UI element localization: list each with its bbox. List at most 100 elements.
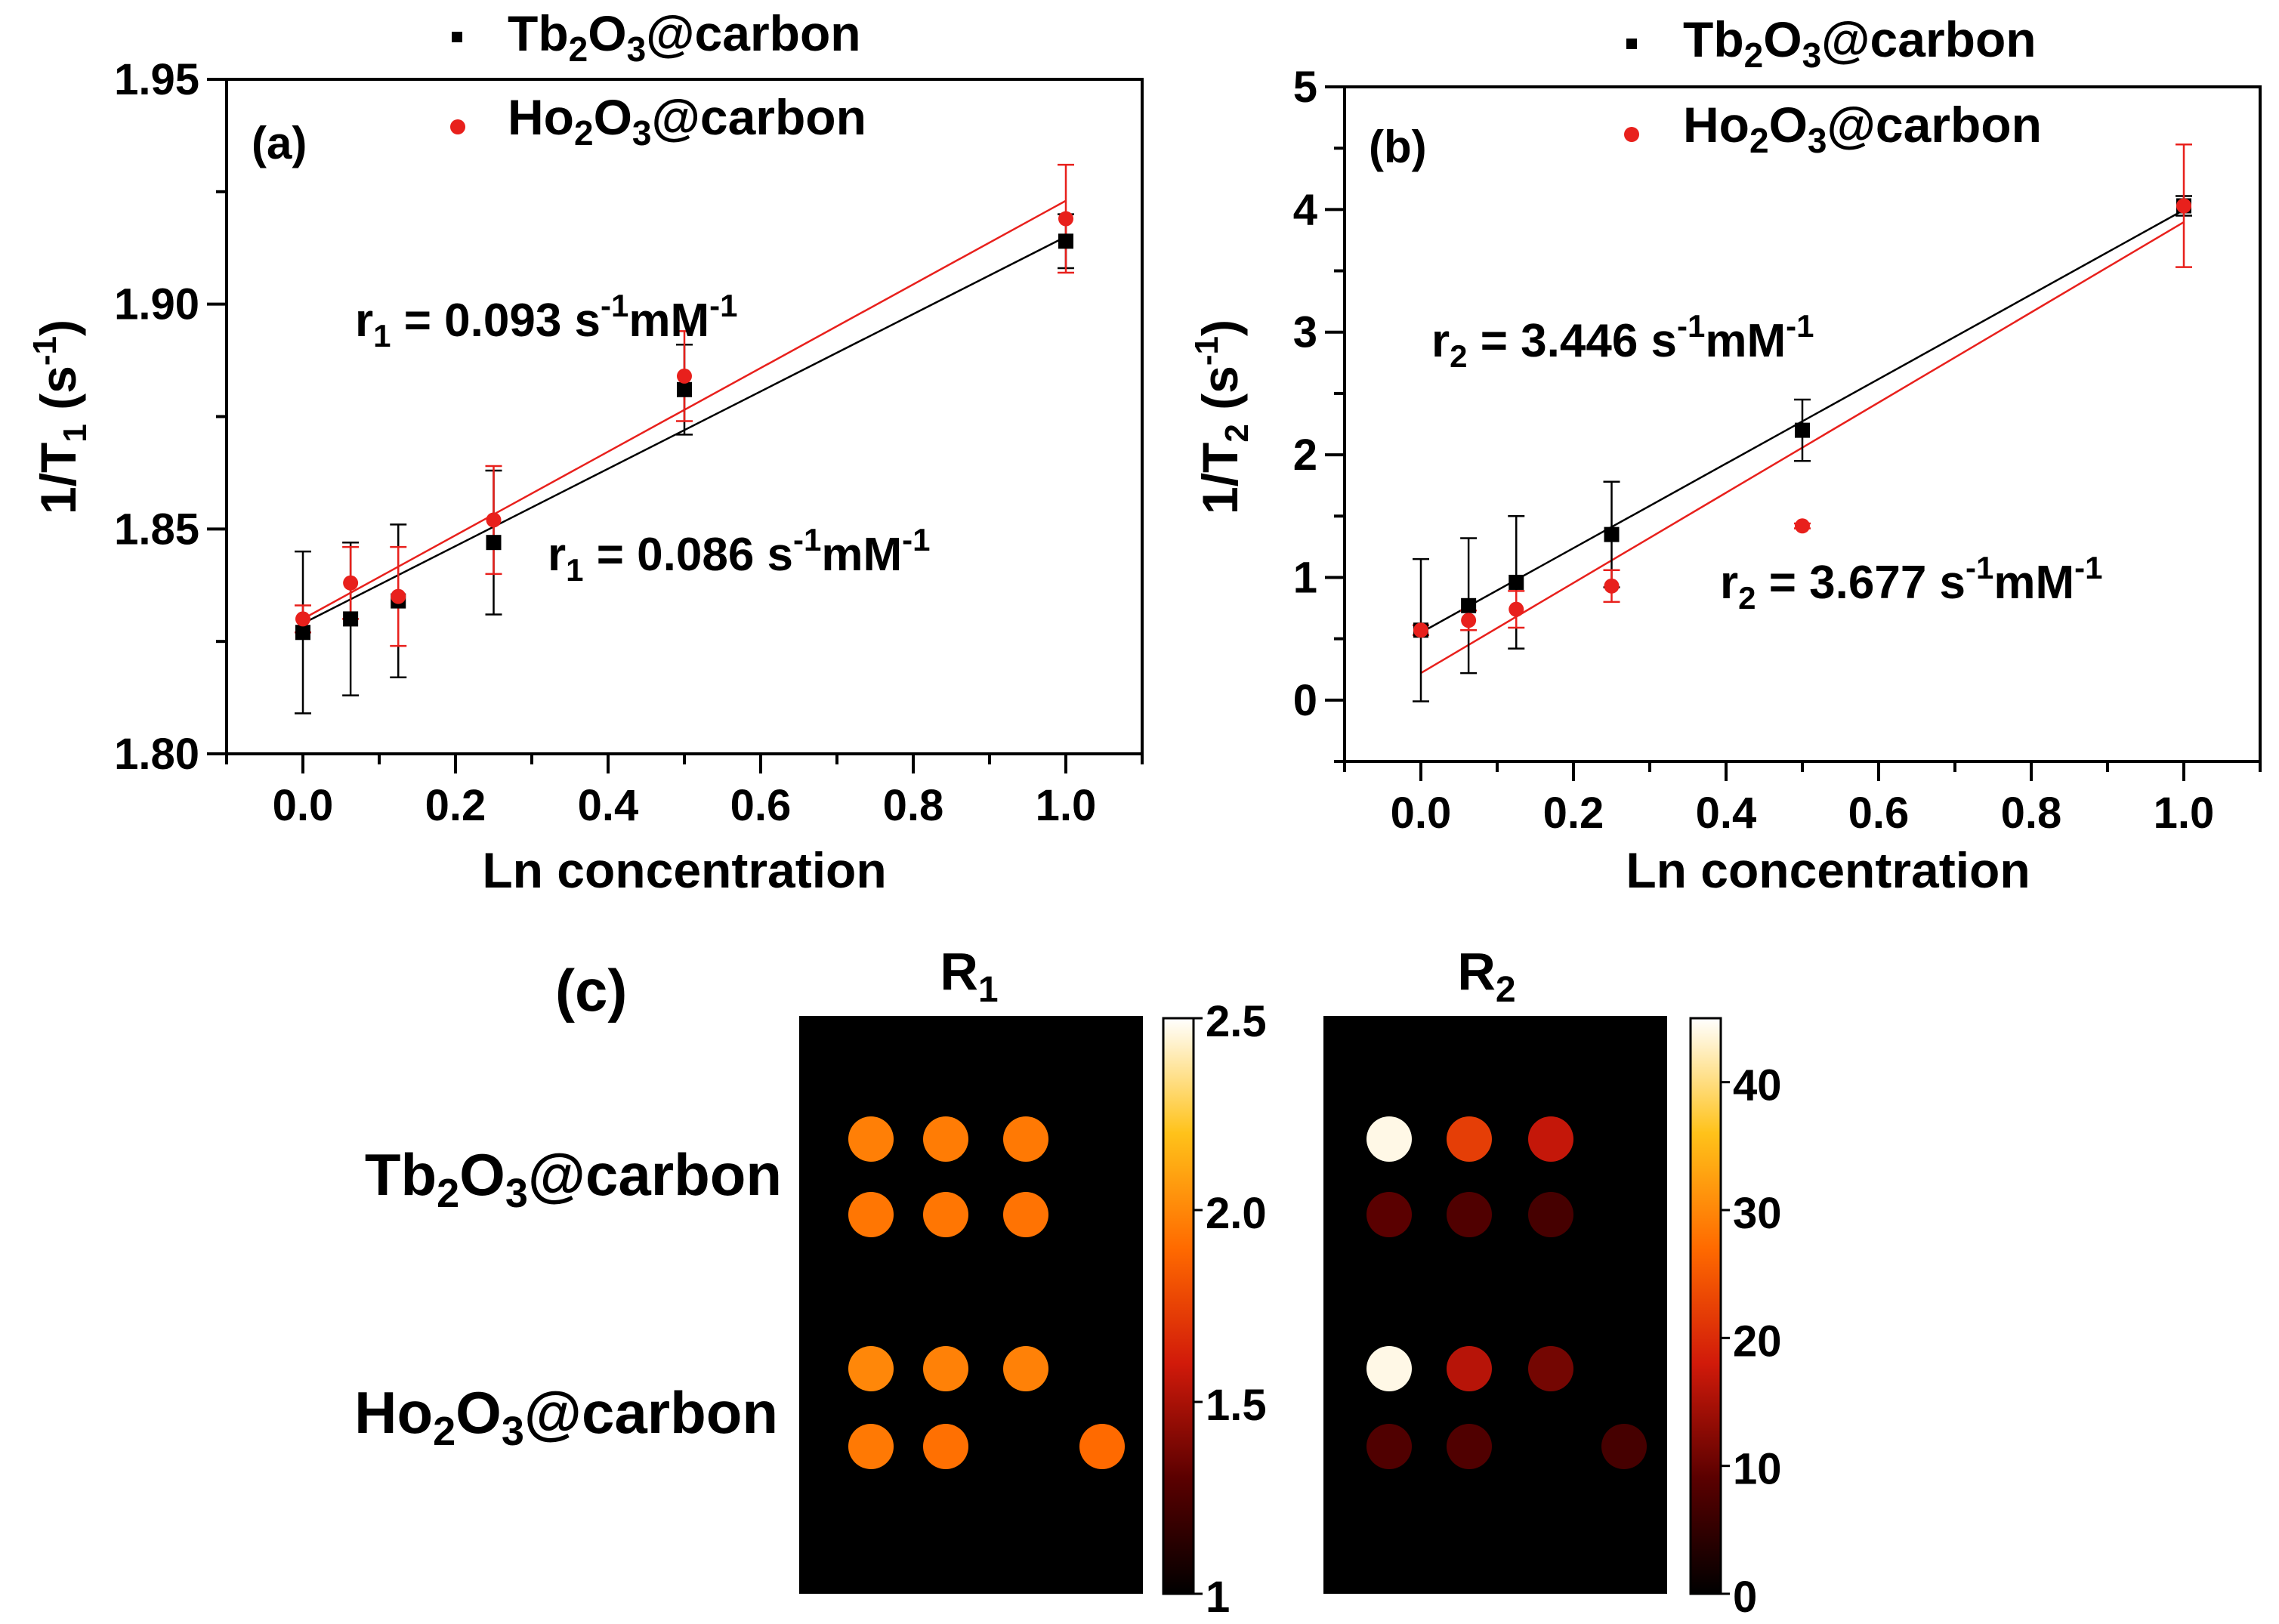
heatmap-well — [923, 1192, 968, 1237]
y-label-sub: 2 — [1218, 424, 1255, 442]
y-label-main: 1/T — [1192, 443, 1248, 514]
y-label-unit-close: ) — [1192, 320, 1248, 336]
map-r1-image — [799, 1016, 1143, 1594]
data-point-circle — [1509, 601, 1524, 617]
chart-b-x-axis-label: Ln concentration — [1626, 842, 2030, 898]
chart-a-annotation-r1-ho: r1 = 0.093 s-1mM-1 — [355, 288, 738, 354]
x-tick-label: 0.6 — [1848, 789, 1910, 838]
y-tick-label: 1.80 — [114, 730, 199, 779]
data-point-square — [1795, 422, 1810, 438]
chart-a-x-axis-label: Ln concentration — [482, 842, 886, 898]
x-tick-label: 0.8 — [883, 781, 944, 830]
heatmap-well — [1447, 1346, 1492, 1391]
colorbar-tick-label: 2.0 — [1206, 1189, 1267, 1238]
data-point-square — [1058, 233, 1073, 249]
heatmap-well — [1447, 1116, 1492, 1162]
colorbar-tick-label: 1.5 — [1206, 1381, 1267, 1430]
colorbar-tick-label: 0 — [1733, 1573, 1757, 1622]
y-tick-label: 3 — [1293, 308, 1317, 357]
data-point-square — [295, 625, 310, 641]
legend-a-tb-label: Tb2O3@carbon — [508, 5, 861, 69]
chart-a-markers — [295, 211, 1073, 641]
heatmap-well — [848, 1424, 894, 1469]
map-r1-wells — [848, 1116, 1125, 1469]
row-label-ho: Ho2O3@carbon — [354, 1379, 778, 1454]
x-tick-label: 0.2 — [425, 781, 486, 830]
map-r2-wells — [1366, 1116, 1647, 1469]
heatmap-well — [1528, 1192, 1573, 1237]
x-tick-label: 1.0 — [2154, 789, 2215, 838]
heatmap-well — [1528, 1346, 1573, 1391]
legend-b-ho-marker — [1624, 127, 1639, 142]
map-r2-image — [1323, 1016, 1667, 1594]
legend-a-ho-marker — [450, 119, 465, 134]
chart-b-ticks — [1325, 85, 2262, 781]
data-point-circle — [391, 588, 406, 604]
heatmap-well — [1003, 1116, 1048, 1162]
map-r1-title: R1 — [940, 942, 998, 1010]
legend-b-tb-marker — [1626, 39, 1637, 49]
heatmap-well — [923, 1346, 968, 1391]
colorbar-tick-label: 40 — [1733, 1061, 1782, 1110]
legend-b-ho-label: Ho2O3@carbon — [1683, 97, 2042, 160]
chart-a-y-tick-labels: 1.80 1.85 1.90 1.95 — [114, 55, 199, 779]
colorbar-tick-label: 30 — [1733, 1189, 1782, 1238]
chart-a-ticks — [207, 78, 1144, 773]
heatmap-well — [1447, 1192, 1492, 1237]
x-tick-label: 0.0 — [1391, 789, 1452, 838]
y-tick-label: 1.90 — [114, 280, 199, 329]
data-point-circle — [1058, 211, 1073, 227]
heatmap-well — [848, 1346, 894, 1391]
y-tick-label: 1 — [1293, 553, 1317, 602]
map-r1-colorbar-ticks: 2.5 2.0 1.5 1 — [1194, 997, 1267, 1622]
heatmap-well — [1366, 1116, 1412, 1162]
data-point-circle — [1795, 518, 1810, 534]
data-point-circle — [486, 512, 502, 528]
x-tick-label: 0.2 — [1543, 789, 1604, 838]
map-r2-title: R2 — [1457, 942, 1515, 1010]
heatmap-well — [923, 1116, 968, 1162]
y-tick-label: 0 — [1293, 676, 1317, 725]
legend-b-tb-label: Tb2O3@carbon — [1683, 11, 2037, 75]
data-point-circle — [2176, 198, 2191, 214]
x-tick-label: 0.4 — [1696, 789, 1757, 838]
heatmap-well — [923, 1424, 968, 1469]
legend-a-tb-marker — [452, 32, 462, 42]
heatmap-well — [1366, 1346, 1412, 1391]
data-point-square — [1461, 597, 1477, 613]
heatmap-panel-c: (c) Tb2O3@carbon Ho2O3@carbon R1 2.5 2.0 1… — [354, 942, 1781, 1622]
heatmap-well — [1079, 1424, 1125, 1469]
row-label-tb: Tb2O3@carbon — [365, 1141, 782, 1216]
y-tick-label: 1.85 — [114, 505, 199, 554]
y-label-unit-sup: -1 — [26, 336, 63, 366]
data-point-square — [486, 535, 502, 551]
chart-a-y-axis-label: 1/T1 (s-1) — [26, 320, 94, 514]
chart-b-y-axis-label: 1/T2 (s-1) — [1188, 320, 1255, 514]
heatmap-well — [1003, 1346, 1048, 1391]
data-point-square — [1604, 526, 1620, 542]
heatmap-well — [848, 1116, 894, 1162]
chart-b-x-tick-labels: 0.0 0.2 0.4 0.6 0.8 1.0 — [1391, 789, 2215, 838]
y-tick-label: 4 — [1293, 185, 1317, 234]
colorbar-tick-label: 10 — [1733, 1445, 1782, 1494]
heatmap-well — [848, 1192, 894, 1237]
data-point-circle — [677, 368, 692, 384]
data-point-square — [343, 611, 359, 627]
y-label-main: 1/T — [30, 443, 86, 514]
data-point-square — [677, 381, 692, 397]
chart-a-panel-label: (a) — [252, 118, 307, 168]
data-point-circle — [343, 575, 359, 591]
y-label-unit-open: (s — [30, 366, 86, 424]
y-label-unit-sup: -1 — [1188, 336, 1225, 366]
panel-c-label: (c) — [555, 957, 627, 1023]
colorbar-tick-label: 1 — [1206, 1573, 1230, 1622]
map-r2-colorbar — [1689, 1017, 1722, 1595]
chart-b: 0.0 0.2 0.4 0.6 0.8 1.0 0 1 2 3 4 5 (b) Ln concent… — [1188, 11, 2262, 898]
chart-a-error-bars — [295, 163, 1074, 715]
heatmap-well — [1003, 1192, 1048, 1237]
y-tick-label: 2 — [1293, 431, 1317, 480]
chart-a: 0.0 0.2 0.4 0.6 0.8 1.0 1.801.851.901.95 (a) … — [26, 5, 1144, 898]
y-label-unit-close: ) — [30, 320, 86, 336]
x-tick-label: 1.0 — [1036, 781, 1097, 830]
